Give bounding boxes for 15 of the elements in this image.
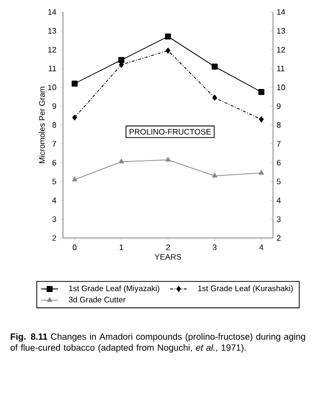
- point: [118, 158, 124, 164]
- point: [166, 48, 170, 54]
- point: [258, 89, 264, 96]
- point: [165, 156, 171, 162]
- point: [258, 170, 264, 175]
- point: [72, 80, 78, 87]
- point: [118, 57, 124, 64]
- point: [212, 64, 218, 70]
- point: [212, 94, 218, 101]
- point: [72, 114, 78, 120]
- point: [212, 172, 218, 178]
- point: [72, 176, 78, 182]
- point: [258, 116, 264, 122]
- text: Fig. 8.11 Changes in Amadori compounds (prolino-fructose) during aging of flue-cured tobacco (adapted from Noguchi, et al., 1971).: [10, 333, 306, 353]
- point: [165, 33, 171, 40]
